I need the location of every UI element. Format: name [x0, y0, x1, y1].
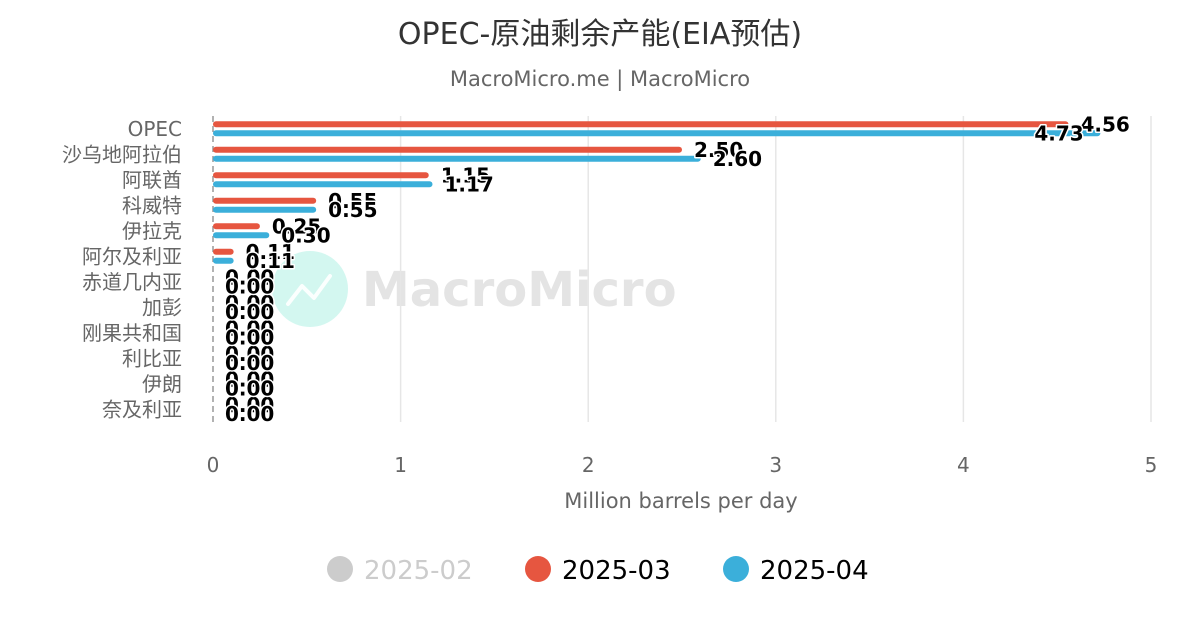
- category-labels: OPEC沙乌地阿拉伯阿联酋科威特伊拉克阿尔及利亚赤道几内亚加彭刚果共和国利比亚伊…: [62, 117, 182, 422]
- data-label-2025-03-9: 0.00: [225, 342, 274, 366]
- bar-2025-03-2[interactable]: [213, 172, 429, 179]
- grid: [212, 116, 1152, 422]
- data-label-2025-04-6: 0.00: [225, 274, 274, 298]
- legend-label-2025-02[interactable]: 2025-02: [364, 556, 473, 586]
- category-label-4: 伊拉克: [122, 219, 182, 243]
- data-label-2025-03-4: 0.25: [272, 214, 321, 238]
- x-axis-ticks: 0 1 2 3 4 5: [207, 453, 1158, 477]
- data-label-2025-04-7: 0.00: [225, 300, 274, 324]
- bar-2025-04-5[interactable]: [213, 257, 234, 264]
- legend: 2025-02 2025-03 2025-04: [327, 556, 869, 586]
- data-label-2025-03-0: 4.56: [1080, 112, 1129, 136]
- data-label-2025-03-3: 0.55: [328, 189, 377, 213]
- bar-2025-04-0[interactable]: [213, 130, 1101, 137]
- data-label-2025-04-5: 0.11: [246, 249, 295, 273]
- category-label-0: OPEC: [128, 117, 182, 141]
- x-tick-label-5: 5: [1145, 453, 1158, 477]
- data-label-2025-04-9: 0.00: [225, 351, 274, 375]
- x-tick-label-1: 1: [394, 453, 407, 477]
- bar-2025-04-2[interactable]: [213, 181, 433, 188]
- data-label-2025-03-10: 0.00: [225, 367, 274, 391]
- bar-2025-04-1[interactable]: [213, 155, 701, 162]
- data-label-2025-04-8: 0.00: [225, 325, 274, 349]
- watermark: MacroMicro: [272, 251, 677, 327]
- data-label-2025-03-8: 0.00: [225, 316, 274, 340]
- legend-marker-2025-03[interactable]: [525, 556, 551, 582]
- category-label-11: 奈及利亚: [102, 397, 182, 421]
- bar-2025-04-3[interactable]: [213, 206, 317, 213]
- bar-2025-03-4[interactable]: [213, 223, 260, 230]
- bar-2025-03-3[interactable]: [213, 197, 317, 204]
- data-label-2025-04-1: 2.60: [713, 147, 762, 171]
- legend-label-2025-03[interactable]: 2025-03: [562, 556, 671, 586]
- data-label-2025-04-3: 0.55: [328, 198, 377, 222]
- x-tick-label-3: 3: [769, 453, 782, 477]
- data-labels: 4.562.501.150.550.250.110.000.000.000.00…: [224, 111, 1132, 428]
- x-tick-label-4: 4: [957, 453, 970, 477]
- watermark-text: MacroMicro: [362, 262, 677, 318]
- x-tick-label-2: 2: [582, 453, 595, 477]
- chart-title: OPEC-原油剩余产能(EIA预估): [398, 17, 802, 52]
- x-axis-title: Million barrels per day: [564, 489, 797, 513]
- category-label-2: 阿联酋: [122, 168, 182, 192]
- legend-marker-2025-02[interactable]: [327, 556, 353, 582]
- data-label-2025-03-11: 0.00: [225, 393, 274, 417]
- category-label-6: 赤道几内亚: [82, 270, 182, 294]
- bars: [213, 121, 1101, 264]
- chart-subtitle: MacroMicro.me | MacroMicro: [450, 67, 750, 92]
- category-label-5: 阿尔及利亚: [82, 244, 182, 268]
- bar-2025-04-4[interactable]: [213, 232, 270, 239]
- category-label-7: 加彭: [142, 295, 182, 319]
- data-label-2025-03-7: 0.00: [225, 291, 274, 315]
- data-label-2025-04-11: 0.00: [225, 402, 274, 426]
- data-label-2025-04-2: 1.17: [444, 172, 493, 196]
- bar-2025-03-5[interactable]: [213, 248, 234, 255]
- data-label-2025-03-5: 0.11: [246, 240, 295, 264]
- category-label-1: 沙乌地阿拉伯: [62, 142, 182, 166]
- legend-marker-2025-04[interactable]: [723, 556, 749, 582]
- data-label-2025-04-4: 0.30: [281, 223, 330, 247]
- data-label-2025-03-6: 0.00: [225, 265, 274, 289]
- category-label-3: 科威特: [122, 193, 182, 217]
- data-label-2025-03-2: 1.15: [441, 163, 490, 187]
- watermark-logo-icon: [272, 251, 348, 327]
- watermark-logo-line-icon: [286, 274, 332, 306]
- category-label-10: 伊朗: [142, 372, 182, 396]
- category-label-9: 利比亚: [122, 346, 182, 370]
- data-label-2025-04-0: 4.73: [1034, 121, 1083, 145]
- bar-2025-03-1[interactable]: [213, 146, 682, 153]
- bar-2025-03-0[interactable]: [213, 121, 1069, 128]
- category-label-8: 刚果共和国: [82, 321, 182, 345]
- data-label-2025-04-10: 0.00: [225, 376, 274, 400]
- legend-label-2025-04[interactable]: 2025-04: [760, 556, 869, 586]
- x-tick-label-0: 0: [207, 453, 220, 477]
- data-label-2025-03-1: 2.50: [694, 138, 743, 162]
